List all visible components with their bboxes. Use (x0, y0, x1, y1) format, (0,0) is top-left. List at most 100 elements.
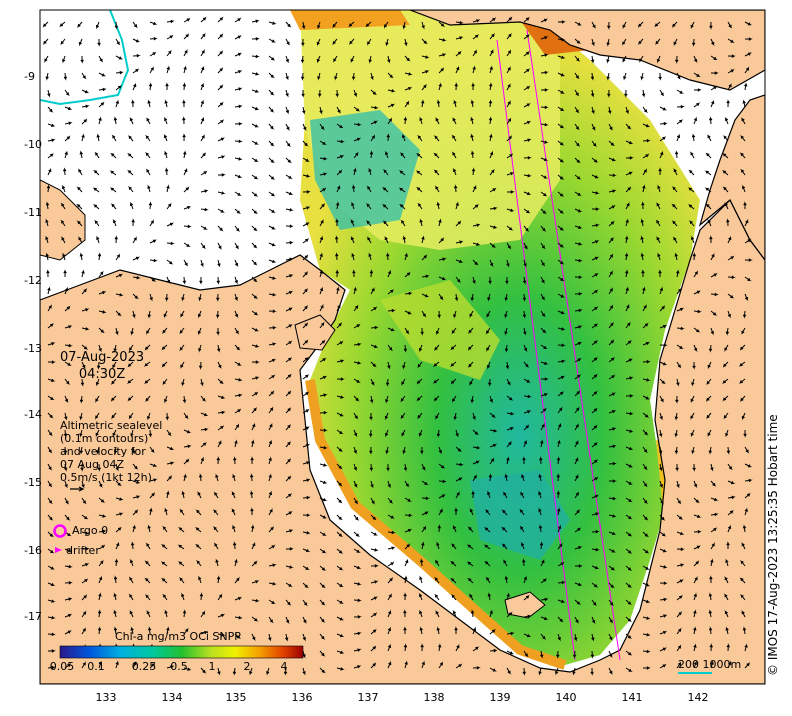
velocity-arrow (590, 72, 595, 81)
velocity-arrow (149, 478, 158, 482)
velocity-arrow (540, 18, 548, 23)
velocity-arrow (741, 327, 746, 336)
velocity-arrow (366, 236, 372, 244)
velocity-arrow (160, 544, 168, 550)
velocity-arrow (659, 324, 668, 329)
velocity-arrow (739, 135, 746, 142)
velocity-arrow (710, 527, 718, 533)
velocity-arrow (285, 582, 293, 587)
velocity-arrow (132, 236, 137, 244)
velocity-arrow (251, 310, 259, 316)
velocity-arrow (47, 138, 56, 142)
velocity-arrow (724, 610, 729, 618)
lon-tick: 141 (621, 691, 643, 704)
velocity-arrow (659, 395, 665, 403)
velocity-arrow (115, 480, 122, 487)
velocity-arrow (523, 259, 527, 268)
velocity-arrow (217, 208, 225, 213)
velocity-arrow (336, 599, 344, 604)
velocity-arrow (285, 633, 289, 642)
velocity-arrow (319, 187, 327, 193)
velocity-arrow (590, 650, 595, 659)
velocity-arrow (692, 252, 696, 261)
velocity-arrow (506, 242, 512, 250)
velocity-arrow (488, 99, 493, 108)
velocity-arrow (676, 361, 682, 369)
velocity-arrow (522, 276, 527, 285)
velocity-arrow (182, 609, 187, 618)
velocity-arrow (200, 456, 205, 465)
velocity-arrow (368, 167, 372, 176)
velocity-arrow (739, 577, 746, 584)
velocity-arrow (166, 446, 175, 451)
velocity-arrow (268, 89, 275, 96)
velocity-arrow (93, 220, 100, 227)
velocity-arrow (144, 594, 151, 601)
velocity-arrow (251, 157, 259, 162)
velocity-arrow (302, 270, 308, 278)
velocity-arrow (166, 49, 172, 57)
velocity-arrow (421, 496, 430, 500)
velocity-arrow (285, 423, 291, 431)
velocity-arrow (197, 327, 202, 336)
velocity-arrow (46, 269, 50, 278)
velocity-arrow (639, 55, 644, 63)
velocity-arrow (523, 156, 532, 160)
velocity-arrow (64, 395, 69, 404)
velocity-arrow (693, 116, 698, 125)
velocity-arrow (370, 514, 377, 521)
velocity-arrow (197, 310, 202, 319)
velocity-arrow (251, 541, 256, 550)
velocity-arrow (523, 120, 532, 125)
velocity-arrow (215, 473, 219, 482)
velocity-arrow (215, 558, 219, 567)
velocity-arrow (285, 616, 290, 624)
velocity-arrow (302, 254, 309, 261)
velocity-arrow (387, 327, 396, 332)
velocity-arrow (739, 594, 746, 601)
velocity-arrow (472, 49, 477, 57)
velocity-arrow (591, 123, 596, 131)
velocity-arrow (506, 32, 512, 40)
drifter-label: drifter (66, 544, 100, 557)
velocity-arrow (302, 237, 309, 244)
velocity-arrow (655, 38, 661, 46)
velocity-arrow (368, 55, 372, 64)
velocity-arrow (557, 225, 565, 231)
velocity-arrow (687, 187, 695, 193)
velocity-arrow (319, 411, 328, 415)
velocity-arrow (486, 490, 491, 499)
velocity-arrow (387, 530, 396, 535)
velocity-arrow (519, 508, 525, 516)
velocity-arrow (194, 544, 202, 550)
velocity-arrow (452, 609, 457, 618)
velocity-arrow (608, 304, 614, 312)
velocity-arrow (557, 561, 565, 567)
velocity-arrow (165, 412, 170, 421)
velocity-arrow (353, 615, 362, 619)
velocity-arrow (145, 117, 151, 125)
velocity-arrow (96, 361, 101, 370)
velocity-arrow (353, 137, 361, 142)
velocity-arrow (251, 524, 255, 533)
velocity-arrow (61, 184, 66, 193)
velocity-arrow (675, 395, 679, 404)
velocity-arrow (489, 412, 497, 418)
velocity-arrow (183, 224, 192, 229)
velocity-arrow (47, 565, 56, 570)
velocity-arrow (433, 577, 440, 584)
velocity-arrow (608, 616, 614, 624)
velocity-arrow (743, 429, 747, 438)
velocity-arrow (387, 288, 394, 295)
velocity-arrow (183, 473, 187, 482)
velocity-arrow (472, 626, 477, 635)
velocity-arrow (128, 593, 134, 601)
velocity-arrow (217, 425, 225, 431)
velocity-arrow (693, 290, 701, 295)
velocity-arrow (591, 289, 599, 295)
velocity-arrow (115, 310, 122, 317)
velocity-arrow (98, 101, 105, 108)
velocity-arrow (79, 150, 83, 159)
velocity-arrow (64, 613, 73, 618)
velocity-arrow (419, 218, 423, 227)
